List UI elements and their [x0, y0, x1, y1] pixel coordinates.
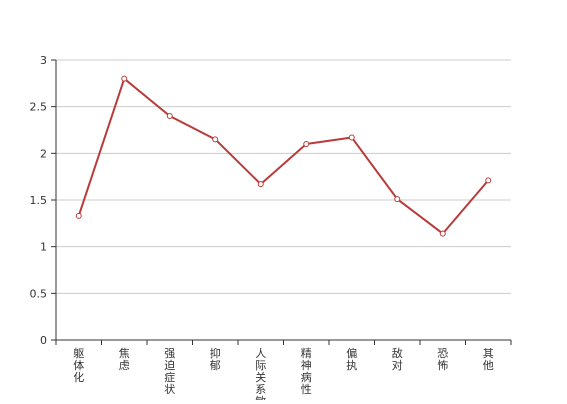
- x-tick-label: 焦虑: [119, 347, 130, 372]
- data-point[interactable]: [166, 113, 173, 119]
- x-tick-label: 恐怖: [437, 347, 448, 372]
- y-tick-label: 0.5: [30, 287, 48, 300]
- data-point[interactable]: [257, 181, 264, 188]
- x-tick-label: 敌对: [392, 346, 403, 372]
- data-point[interactable]: [303, 141, 310, 147]
- x-tick-label: 抑郁: [210, 346, 221, 372]
- x-axis-ticks: 躯体化 焦虑 强迫症状 抑郁 人际关系敏感 精神病性 偏执 敌对 恐怖 其他: [55, 340, 512, 404]
- y-tick-label: 1: [40, 241, 47, 254]
- x-tick-label: 人际关系敏感: [255, 347, 266, 400]
- y-tick-label: 2.5: [30, 101, 48, 114]
- data-point[interactable]: [121, 75, 128, 82]
- series-line: [77, 77, 490, 235]
- data-point[interactable]: [394, 196, 401, 203]
- data-point[interactable]: [75, 212, 82, 219]
- data-point[interactable]: [348, 134, 355, 141]
- x-tick-label: 精神病性: [301, 347, 312, 396]
- series-layer: [75, 75, 492, 237]
- y-tick-label: 0: [40, 334, 47, 347]
- data-point[interactable]: [212, 136, 219, 143]
- x-tick-label: 偏执: [346, 346, 357, 372]
- x-tick-label: 躯体化: [73, 347, 84, 384]
- grid-lines: [56, 59, 511, 294]
- data-point[interactable]: [439, 230, 446, 237]
- y-axis-ticks: 0 0.5 1 1.5 2 2.5 3: [30, 54, 56, 347]
- x-tick-label: 其他: [483, 347, 494, 372]
- y-tick-label: 3: [40, 54, 47, 67]
- x-tick-label: 强迫症状: [164, 347, 175, 396]
- y-tick-label: 2: [40, 147, 47, 160]
- data-point[interactable]: [485, 177, 492, 184]
- y-tick-label: 1.5: [30, 194, 48, 207]
